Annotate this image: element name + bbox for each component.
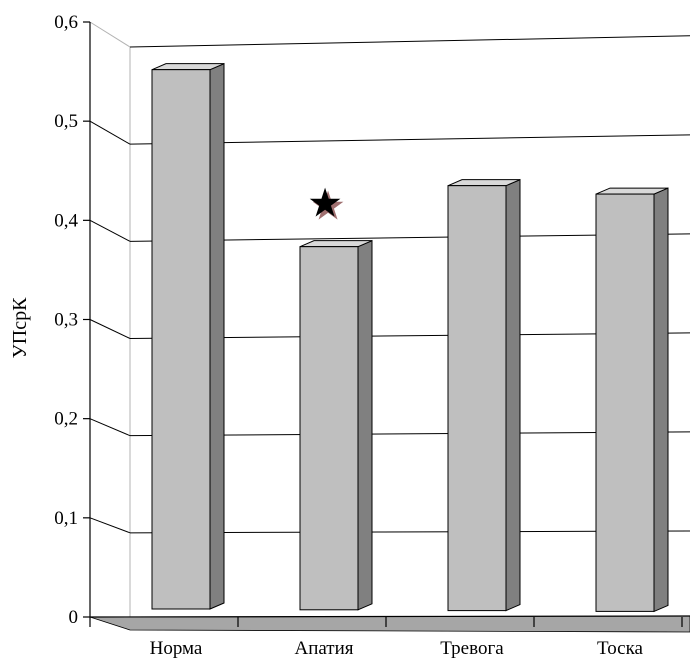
bar-front xyxy=(151,69,211,610)
category-label: Тревога xyxy=(440,638,504,658)
bar xyxy=(447,178,521,612)
y-tick-labels: 0 0,1 0,2 0,3 0,4 0,5 0,6 xyxy=(54,12,78,628)
bar-top xyxy=(595,187,669,195)
y-axis-title: УПсрК xyxy=(9,297,31,358)
bar xyxy=(151,62,225,610)
bar-top xyxy=(151,63,225,71)
gridline-diagonal xyxy=(89,319,131,339)
bar-side xyxy=(209,62,225,610)
bar xyxy=(595,187,669,613)
category-label: Норма xyxy=(150,638,203,658)
category-label: Апатия xyxy=(294,638,353,658)
category-labels: Норма Апатия Тревога Тоска xyxy=(150,638,644,658)
y-tick-label: 0,6 xyxy=(54,12,78,33)
floor-plane xyxy=(89,615,690,633)
y-tick-label: 0 xyxy=(69,607,79,628)
star-marker: ★ xyxy=(307,181,343,227)
bar-side xyxy=(505,178,521,612)
annotations: ★★ xyxy=(307,181,346,230)
bar-top xyxy=(299,240,373,248)
bars xyxy=(151,62,669,613)
category-label: Тоска xyxy=(597,638,644,658)
bar-top xyxy=(447,179,521,187)
y-tick-label: 0,3 xyxy=(54,310,78,331)
bar-front xyxy=(447,185,507,612)
bar-side xyxy=(653,187,669,613)
bar-front xyxy=(595,193,655,612)
y-tick-label: 0,2 xyxy=(54,409,78,430)
x-axis-line xyxy=(89,615,690,618)
y-axis xyxy=(83,21,91,618)
y-tick-label: 0,1 xyxy=(54,508,78,529)
gridline-diagonal xyxy=(89,517,131,534)
side-wall-edge xyxy=(89,21,131,630)
bar-side xyxy=(357,239,373,611)
gridline-diagonal xyxy=(89,219,131,242)
back-wall-top-edge xyxy=(129,35,690,48)
bar-front xyxy=(299,246,359,611)
bar xyxy=(299,239,373,611)
star-marker-shadow: ★ xyxy=(310,184,346,230)
y-tick-label: 0,5 xyxy=(54,111,78,132)
chart-floor xyxy=(89,615,690,633)
gridline-diagonal xyxy=(89,418,131,437)
gridline-diagonal xyxy=(89,120,131,145)
x-axis xyxy=(89,615,690,627)
y-tick-label: 0,4 xyxy=(54,210,78,231)
